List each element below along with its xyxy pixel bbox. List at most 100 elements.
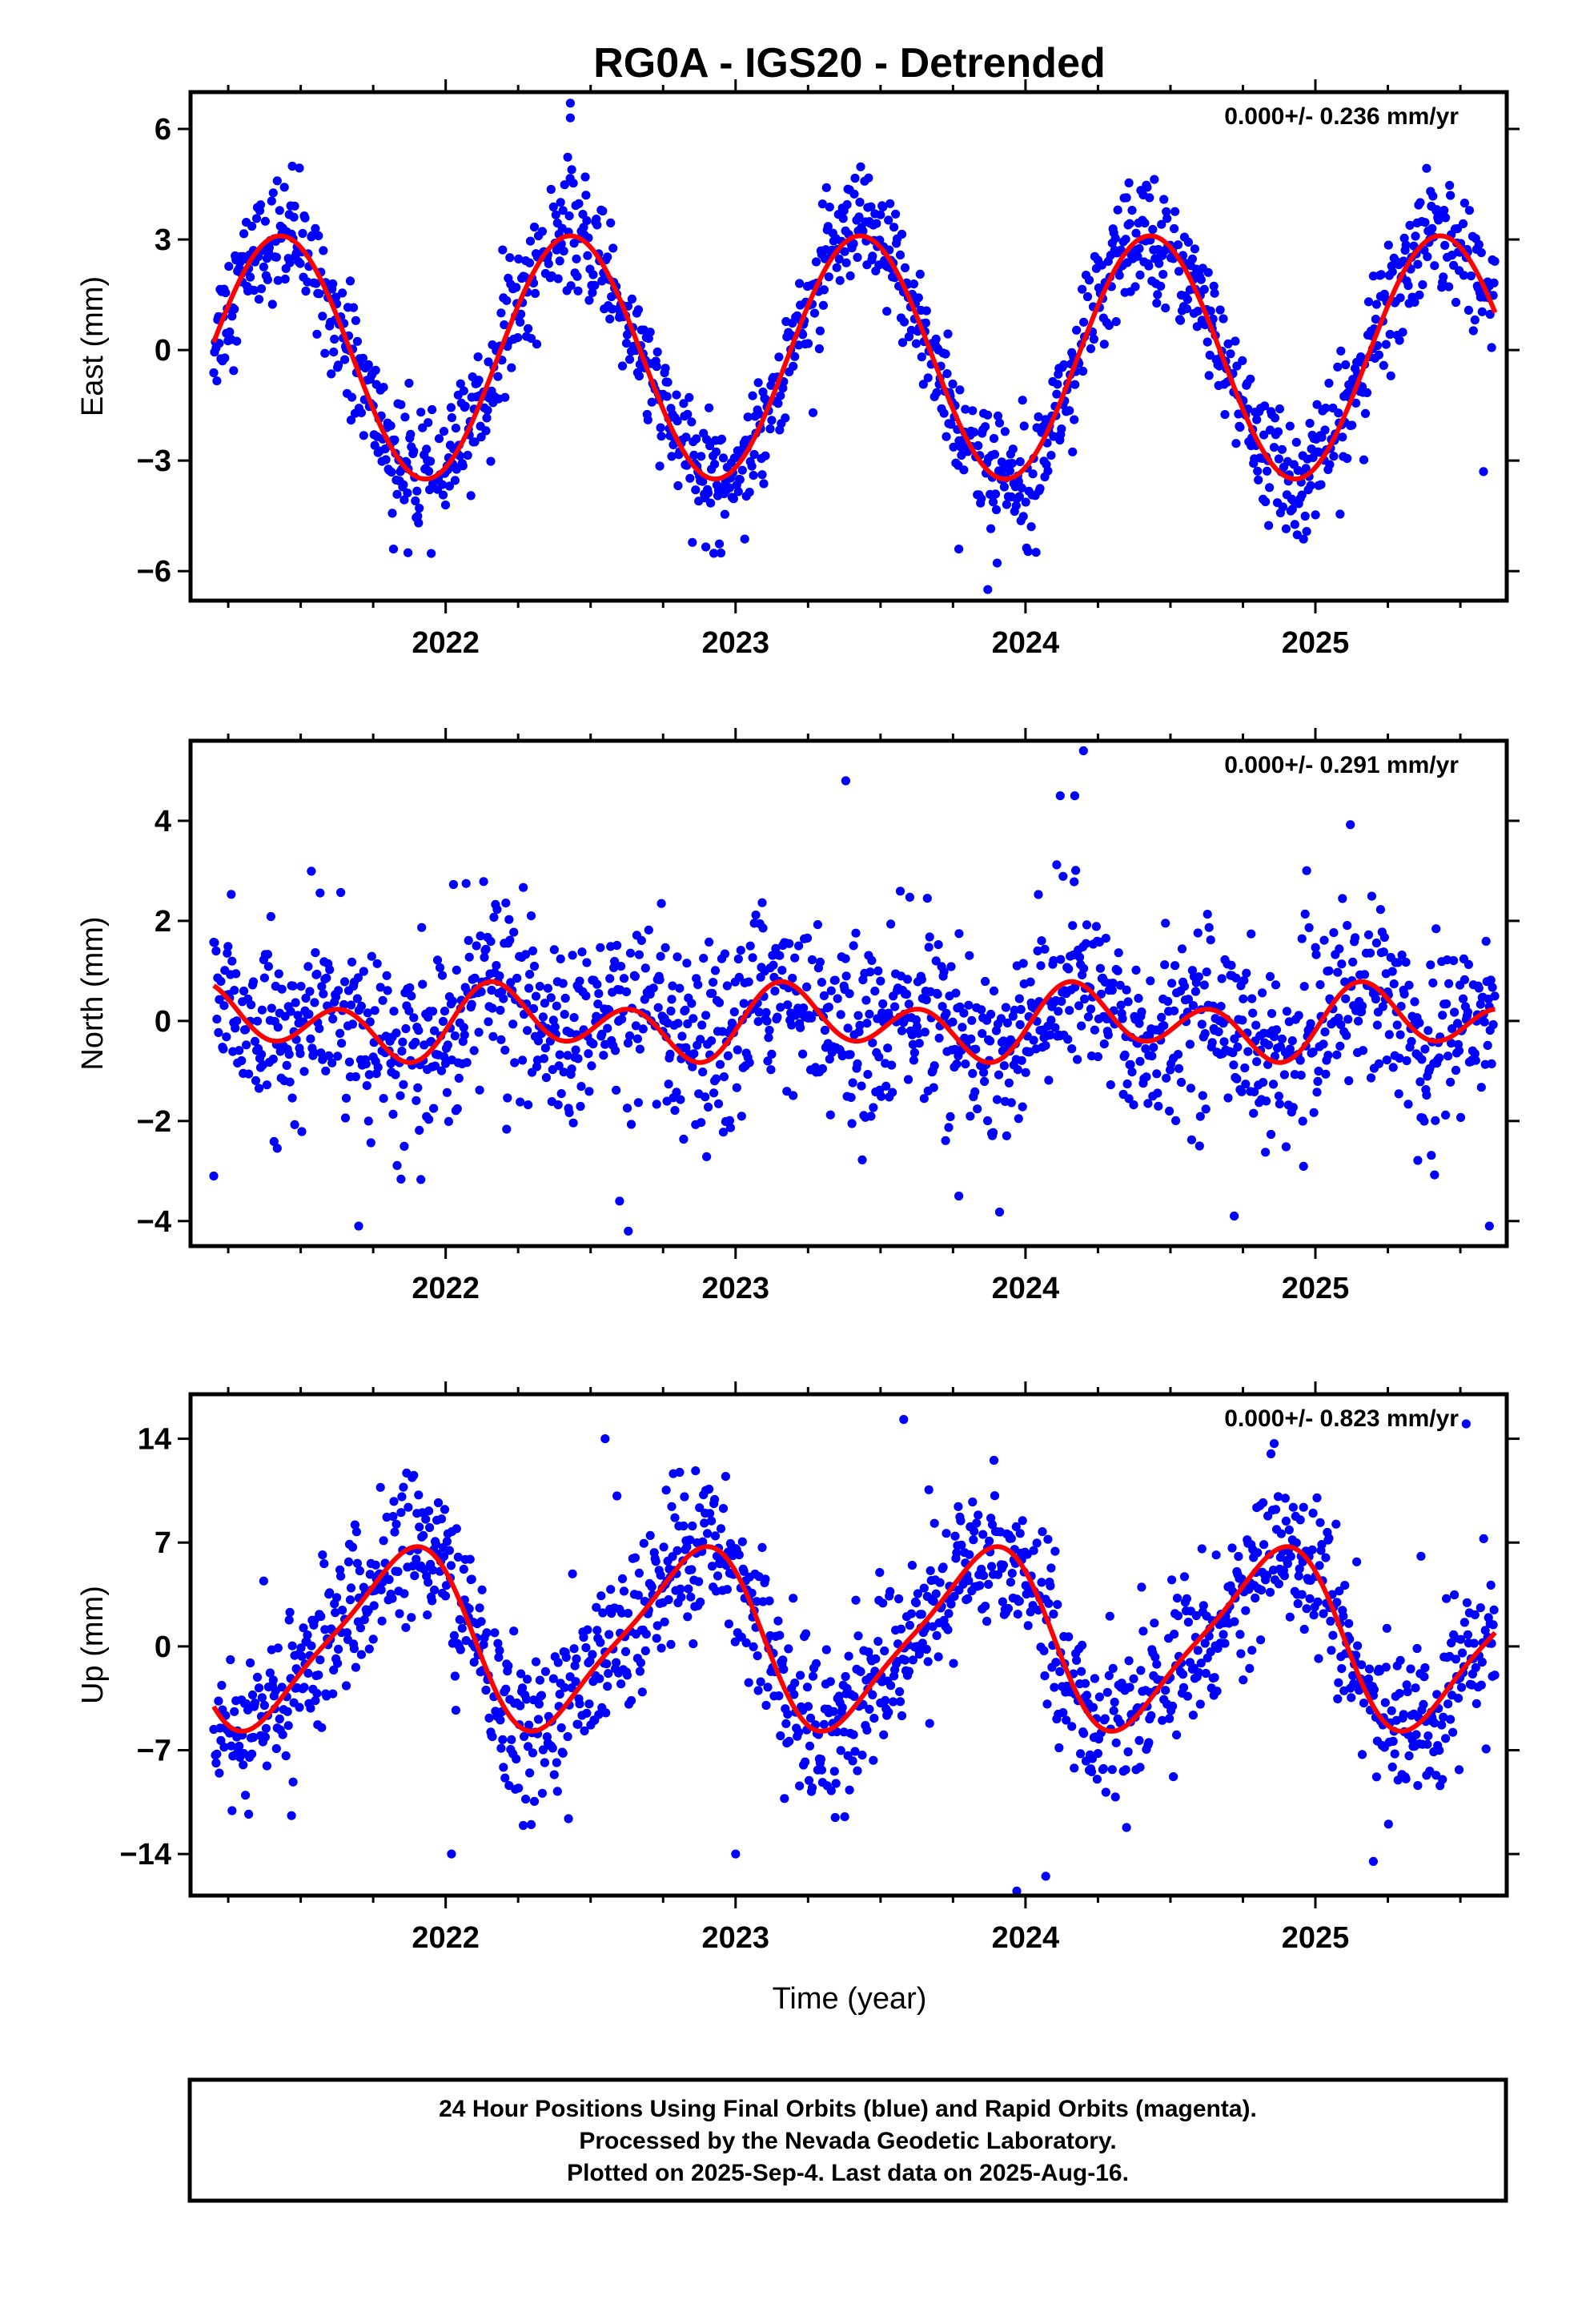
data-point: [442, 1537, 452, 1546]
data-point: [291, 998, 300, 1007]
data-point: [824, 1003, 833, 1012]
data-point: [911, 1598, 921, 1608]
data-point: [440, 1505, 450, 1514]
data-point: [295, 1703, 304, 1712]
data-point: [1018, 1516, 1027, 1526]
data-point: [725, 1123, 736, 1132]
x-tick-label: 2022: [412, 626, 480, 660]
data-point: [819, 1719, 829, 1729]
data-point: [644, 925, 653, 935]
data-point: [1458, 219, 1468, 228]
data-point: [1077, 1021, 1086, 1031]
data-point: [1078, 366, 1088, 376]
data-point: [1412, 1643, 1422, 1654]
data-point: [274, 969, 283, 979]
data-point: [560, 993, 570, 1003]
data-point: [941, 1136, 950, 1145]
data-point: [564, 1814, 573, 1823]
data-point: [889, 1697, 898, 1707]
data-point: [817, 978, 826, 987]
data-point: [209, 1171, 219, 1181]
data-point: [891, 209, 901, 219]
data-point: [599, 1051, 608, 1060]
data-point: [698, 476, 708, 486]
data-point: [906, 1609, 916, 1618]
data-point: [437, 480, 448, 489]
data-point: [482, 1628, 492, 1638]
data-point: [1157, 1012, 1166, 1022]
data-point: [438, 490, 448, 500]
data-point: [514, 254, 524, 263]
data-point: [1146, 1711, 1156, 1720]
data-point: [838, 214, 848, 223]
data-point: [656, 423, 665, 432]
data-point: [1229, 1060, 1239, 1070]
data-point: [710, 460, 720, 469]
data-point: [817, 199, 827, 209]
data-point: [987, 1520, 998, 1530]
data-point: [1123, 1747, 1133, 1757]
data-point: [1311, 943, 1320, 952]
data-point: [1399, 989, 1409, 999]
data-point: [583, 251, 592, 260]
data-point: [1425, 1767, 1435, 1776]
data-point: [573, 1054, 583, 1063]
data-point: [507, 363, 516, 372]
data-point: [606, 218, 616, 227]
y-tick-label: −4: [137, 1205, 171, 1239]
data-point: [418, 979, 428, 989]
data-point: [1108, 1663, 1118, 1673]
footer-line-2: Processed by the Nevada Geodetic Laborat…: [579, 2128, 1116, 2154]
data-point: [1185, 1039, 1195, 1049]
data-point: [640, 963, 650, 973]
data-point: [347, 1542, 358, 1552]
data-point: [1358, 1046, 1368, 1055]
data-point: [1379, 360, 1388, 370]
data-point: [216, 976, 226, 986]
data-point: [436, 1514, 447, 1524]
data-point: [1447, 1039, 1456, 1048]
data-point: [921, 306, 931, 316]
data-point: [1313, 1597, 1323, 1606]
data-point: [735, 475, 745, 485]
data-point: [352, 994, 362, 1003]
data-point: [1134, 994, 1143, 1003]
data-point: [275, 206, 284, 215]
data-point: [1052, 860, 1062, 870]
data-point: [282, 1060, 291, 1070]
data-point: [631, 1021, 641, 1031]
data-point: [855, 1020, 865, 1030]
data-point: [1062, 1715, 1071, 1725]
data-point: [1306, 480, 1315, 490]
data-point: [1273, 427, 1283, 436]
data-point: [1389, 979, 1399, 989]
data-point: [1351, 398, 1361, 408]
data-point: [815, 326, 825, 336]
data-point: [399, 1482, 408, 1492]
data-point: [1472, 1699, 1481, 1708]
data-point: [897, 338, 908, 348]
data-point: [1206, 935, 1215, 945]
data-point: [209, 368, 219, 378]
data-point: [318, 1550, 327, 1560]
data-point: [959, 1008, 969, 1018]
data-point: [931, 956, 941, 966]
data-point: [230, 986, 239, 995]
data-point: [365, 1017, 375, 1027]
data-point: [555, 256, 564, 266]
data-point: [411, 496, 420, 506]
data-point: [1431, 1771, 1441, 1780]
data-point: [1305, 1594, 1315, 1603]
data-point: [630, 1553, 640, 1562]
data-point: [1381, 340, 1391, 349]
data-point: [782, 1087, 792, 1096]
data-point: [596, 1638, 605, 1647]
data-point: [546, 184, 556, 195]
y-tick-label: −2: [137, 1105, 171, 1139]
data-point: [1404, 1751, 1414, 1761]
data-point: [1131, 965, 1141, 975]
data-point: [766, 1065, 776, 1075]
data-point: [314, 1671, 323, 1680]
data-point: [1095, 963, 1105, 973]
data-point: [1057, 996, 1066, 1006]
